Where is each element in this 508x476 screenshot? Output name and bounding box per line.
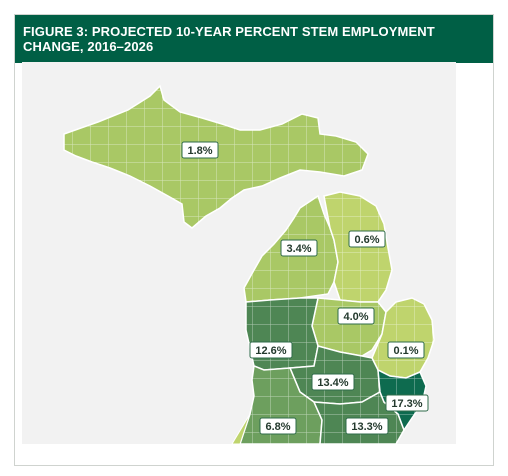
- value-south-central: 13.4%: [317, 377, 348, 389]
- value-southeast: 13.3%: [351, 421, 382, 433]
- label-northeast-lower: 0.6%: [348, 230, 386, 248]
- label-upper-peninsula: 1.8%: [181, 141, 219, 159]
- value-southwest: 6.8%: [265, 421, 290, 433]
- value-northeast-lower: 0.6%: [354, 234, 379, 246]
- label-thumb: 0.1%: [387, 341, 425, 359]
- label-southwest: 6.8%: [259, 417, 297, 435]
- value-west-michigan: 12.6%: [255, 345, 286, 357]
- value-central-lower: 4.0%: [343, 311, 368, 323]
- region-west-michigan: [245, 297, 319, 371]
- label-central-lower: 4.0%: [337, 307, 375, 325]
- value-detroit-metro: 17.3%: [391, 398, 422, 410]
- label-detroit-metro: 17.3%: [385, 394, 429, 412]
- value-upper-peninsula: 1.8%: [187, 145, 212, 157]
- label-west-michigan: 12.6%: [249, 341, 293, 359]
- figure-title: FIGURE 3: PROJECTED 10-YEAR PERCENT STEM…: [23, 24, 435, 54]
- value-northwest-lower: 3.4%: [286, 243, 311, 255]
- figure-header: FIGURE 3: PROJECTED 10-YEAR PERCENT STEM…: [15, 15, 493, 63]
- label-south-central: 13.4%: [311, 373, 355, 391]
- label-northwest-lower: 3.4%: [280, 239, 318, 257]
- value-thumb: 0.1%: [393, 345, 418, 357]
- label-southeast: 13.3%: [345, 417, 389, 435]
